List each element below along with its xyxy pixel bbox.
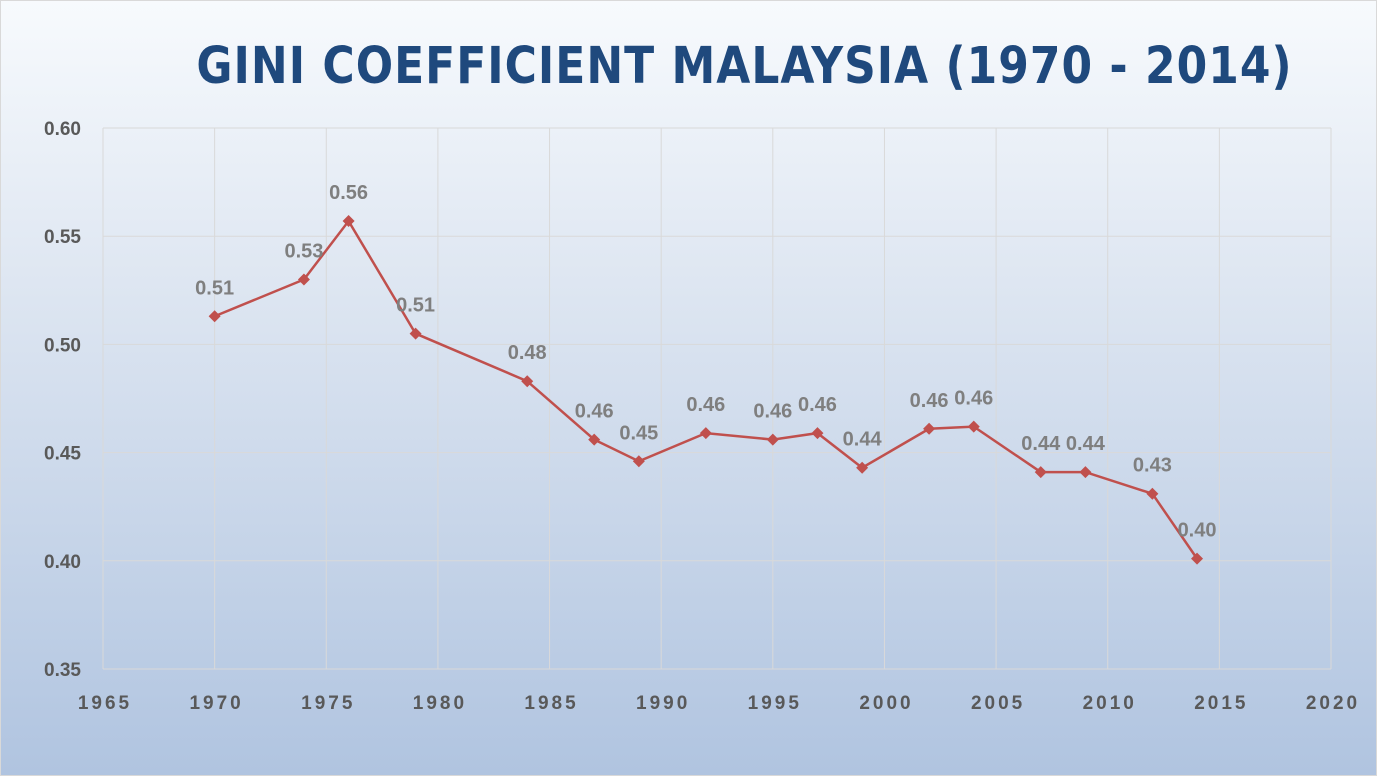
data-label: 0.51 [195,277,234,299]
x-tick-label: 2015 [1194,693,1248,714]
data-point-marker [811,427,824,440]
y-tick-label: 0.60 [44,119,81,140]
x-tick-label: 2010 [1083,693,1137,714]
x-tick-label: 1980 [413,693,467,714]
data-label: 0.53 [284,240,323,262]
x-tick-label: 1990 [636,693,690,714]
data-point-marker [297,273,310,286]
data-point-marker [766,433,779,446]
x-tick-label: 1985 [524,693,578,714]
y-tick-label: 0.35 [44,660,81,681]
x-tick-label: 2000 [859,693,913,714]
data-point-marker [1191,552,1204,565]
data-point-marker [699,427,712,440]
data-label: 0.51 [396,295,435,317]
data-label: 0.46 [686,394,725,416]
data-point-marker [856,461,869,474]
data-label: 0.56 [329,182,368,204]
data-label: 0.44 [1066,433,1106,455]
data-point-marker [342,215,355,228]
data-label: 0.46 [575,401,614,423]
data-label: 0.48 [508,342,547,364]
y-tick-label: 0.50 [44,335,81,356]
data-label: 0.40 [1178,520,1217,542]
y-tick-label: 0.55 [44,227,81,248]
data-label: 0.46 [753,401,792,423]
y-tick-label: 0.40 [44,552,81,573]
data-point-marker [588,433,601,446]
data-label: 0.44 [1021,433,1061,455]
x-tick-label: 1970 [189,693,243,714]
data-point-marker [1146,487,1159,500]
y-tick-label: 0.45 [44,444,81,465]
chart-title: GINI COEFFICIENT MALAYSIA (1970 - 2014) [196,37,1293,96]
data-point-marker [632,455,645,468]
x-tick-label: 2005 [971,693,1025,714]
series-line [214,218,1199,560]
data-label: 0.43 [1133,455,1172,477]
data-label: 0.46 [798,394,837,416]
x-tick-label: 1995 [748,693,802,714]
data-point-marker [521,375,534,388]
x-tick-label: 1965 [78,693,132,714]
data-label: 0.46 [910,390,949,412]
data-point-marker [967,420,980,433]
x-tick-label: 1975 [301,693,355,714]
data-label: 0.44 [843,429,883,451]
data-point-marker [1079,466,1092,479]
data-point-marker [208,310,221,323]
data-point-marker [1034,466,1047,479]
x-tick-label: 2020 [1306,693,1360,714]
data-label: 0.46 [954,388,993,410]
data-label: 0.45 [619,422,658,444]
data-point-marker [409,327,422,340]
data-point-marker [923,422,936,435]
